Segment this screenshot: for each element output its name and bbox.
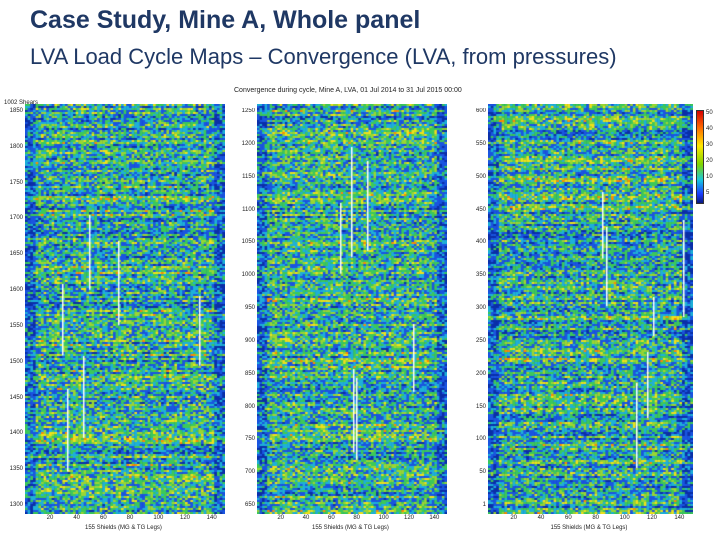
heatmap-panel-2 (257, 104, 447, 514)
y-tick-label: 1300 (9, 502, 23, 508)
y-tick-label: 650 (244, 502, 255, 508)
y-tick-label: 1150 (242, 173, 255, 180)
y-tick-label: 1750 (9, 179, 23, 186)
colorbar-tick-label: 20 (706, 158, 713, 164)
y-tick-label: 550 (475, 140, 486, 147)
x-tick-label: 100 (378, 515, 389, 521)
y-tick-label: 250 (475, 337, 486, 344)
y-tick-label: 700 (244, 469, 255, 476)
x-tick-label: 40 (302, 515, 310, 521)
x-axis-label: 155 Shields (MG & TG Legs) (85, 525, 162, 531)
y-tick-label: 1600 (9, 287, 23, 294)
x-axis-label: 155 Shields (MG & TG Legs) (550, 525, 628, 531)
x-axis-label: 155 Shields (MG & TG Legs) (312, 525, 389, 531)
x-tick-label: 80 (126, 515, 134, 521)
slide-title: Case Study, Mine A, Whole panel (30, 6, 421, 34)
x-tick-label: 20 (277, 515, 285, 521)
y-tick-label: 1000 (241, 272, 255, 279)
heatmap-panel-1 (25, 104, 225, 514)
corner-label: 1002 Shears (4, 100, 39, 106)
heatmap-canvas-1 (25, 104, 225, 514)
y-tick-label: 1500 (9, 358, 23, 365)
y-tick-label: 1450 (9, 394, 23, 401)
y-tick-label: 500 (475, 173, 486, 180)
x-tick-label: 80 (353, 515, 361, 521)
figure-title: Convergence during cycle, Mine A, LVA, 0… (234, 87, 462, 94)
colorbar-tick-label: 30 (706, 142, 713, 148)
x-tick-label: 140 (429, 515, 440, 521)
heatmap-canvas-3 (488, 104, 693, 514)
heatmap-panel-3 (488, 104, 693, 514)
y-tick-label: 1100 (242, 206, 255, 213)
y-tick-label: 950 (244, 305, 255, 311)
colorbar (696, 110, 704, 204)
y-tick-label: 1 (482, 502, 486, 508)
x-tick-label: 120 (404, 515, 415, 521)
y-tick-label: 900 (244, 337, 255, 344)
y-tick-label: 50 (479, 469, 486, 476)
x-tick-label: 20 (46, 515, 54, 521)
x-tick-label: 120 (180, 515, 191, 521)
colorbar-tick-label: 50 (706, 110, 713, 116)
y-tick-label: 450 (475, 206, 486, 213)
colorbar-tick-label: 40 (706, 126, 713, 132)
x-tick-label: 40 (537, 515, 545, 521)
x-tick-label: 40 (73, 515, 81, 521)
x-tick-label: 80 (592, 515, 600, 521)
slide-subtitle: LVA Load Cycle Maps – Convergence (LVA, … (30, 44, 617, 69)
y-tick-label: 1350 (9, 466, 23, 473)
x-tick-label: 100 (619, 515, 630, 521)
y-tick-label: 750 (244, 436, 255, 443)
x-tick-label: 60 (328, 515, 335, 521)
y-tick-label: 200 (475, 370, 486, 377)
y-tick-label: 400 (475, 239, 486, 246)
x-tick-label: 120 (647, 515, 658, 521)
y-tick-label: 1250 (241, 108, 255, 114)
x-tick-label: 140 (674, 515, 685, 521)
y-tick-label: 600 (475, 108, 486, 114)
y-tick-label: 1550 (9, 322, 23, 329)
y-tick-label: 350 (475, 272, 486, 279)
y-tick-label: 1200 (241, 140, 255, 147)
y-tick-label: 1800 (9, 143, 23, 150)
y-tick-label: 300 (475, 305, 486, 311)
y-tick-label: 1050 (241, 239, 255, 246)
y-tick-label: 1650 (9, 251, 23, 258)
x-tick-label: 60 (565, 515, 572, 521)
y-tick-label: 1850 (9, 108, 23, 114)
colorbar-tick-label: 10 (706, 174, 713, 180)
x-tick-label: 140 (206, 515, 217, 521)
x-tick-label: 60 (100, 515, 107, 521)
x-tick-label: 20 (510, 515, 518, 521)
y-tick-label: 850 (244, 370, 255, 377)
heatmap-canvas-2 (257, 104, 447, 514)
y-tick-label: 800 (244, 403, 255, 410)
y-tick-label: 1700 (9, 215, 23, 222)
y-tick-label: 100 (475, 436, 486, 443)
x-tick-label: 100 (153, 515, 164, 521)
y-tick-label: 150 (475, 403, 486, 410)
colorbar-tick-label: 5 (706, 190, 710, 196)
y-tick-label: 1400 (9, 430, 23, 437)
